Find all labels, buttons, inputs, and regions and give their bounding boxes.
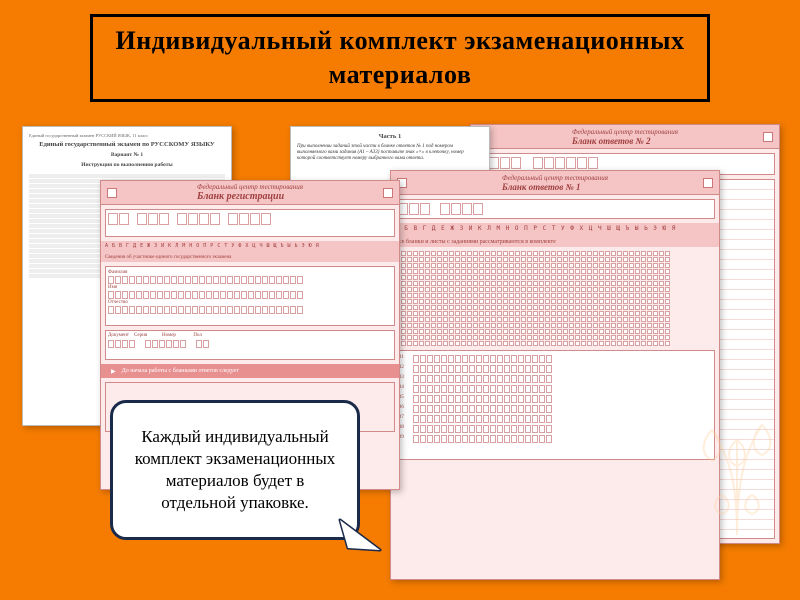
instr-subtitle: Инструкция по выполнению работы (29, 162, 225, 168)
form-org: Федеральный центр тестирования (502, 174, 608, 182)
cell-row (398, 203, 712, 215)
instr-topline: Единый государственный экзамен РУССКИЙ Я… (29, 133, 225, 138)
decorative-leaves-icon (682, 400, 792, 540)
form-answers-1: Федеральный центр тестирования Бланк отв… (390, 170, 720, 580)
form-header: Федеральный центр тестирования Бланк рег… (101, 181, 399, 205)
slide-title-box: Индивидуальный комплект экзаменационных … (90, 14, 710, 102)
marker-square (107, 188, 117, 198)
form-header: Федеральный центр тестирования Бланк отв… (391, 171, 719, 195)
footer-text: До начала работы с бланками ответов след… (122, 368, 239, 374)
section-label: Сведения об участнике единого государств… (101, 253, 399, 262)
name-fields: ФамилияИмяОтчество (105, 266, 395, 326)
part1-header: Часть 1 (297, 133, 483, 140)
marker-square (383, 188, 393, 198)
form-title: Бланк ответов № 1 (502, 182, 608, 192)
alphabet-strip: А Б В Г Д Е Ж З И К Л М Н О П Р С Т У Ф … (101, 241, 399, 253)
form-header: Федеральный центр тестирования Бланк отв… (471, 125, 779, 149)
instr-variant: Вариант № 1 (29, 152, 225, 158)
form-org: Федеральный центр тестирования (572, 128, 678, 136)
alphabet-strip: А Б В Г Д Е Ж З И К Л М Н О П Р С Т У Ф … (391, 223, 719, 237)
callout-text: Каждый индивидуальный комплект экзаменац… (129, 426, 341, 514)
marker-square (703, 178, 713, 188)
region-codes (105, 209, 395, 237)
form-org: Федеральный центр тестирования (197, 183, 303, 191)
form-title: Бланк ответов № 2 (572, 136, 678, 146)
callout-bubble: Каждый индивидуальный комплект экзаменац… (110, 400, 360, 540)
cell-row (478, 157, 772, 169)
instr-title: Единый государственный экзамен по РУССКО… (29, 141, 225, 148)
slide-title: Индивидуальный комплект экзаменационных … (93, 24, 707, 92)
bubble-grid-A (395, 251, 715, 346)
form-code-section (395, 199, 715, 219)
part1-note: При выполнении заданий этой части в блан… (297, 144, 483, 162)
section-label: Все бланки и листы с заданиями рассматри… (391, 237, 719, 247)
marker-square (763, 132, 773, 142)
footer-strip: ▶ До начала работы с бланками ответов сл… (101, 364, 399, 378)
form-title: Бланк регистрации (197, 191, 303, 202)
answer-rows-B: B1B2B3B4B5B6B7B8B9 (395, 350, 715, 460)
doc-fields: Документ Серия Номер Пол (105, 330, 395, 360)
